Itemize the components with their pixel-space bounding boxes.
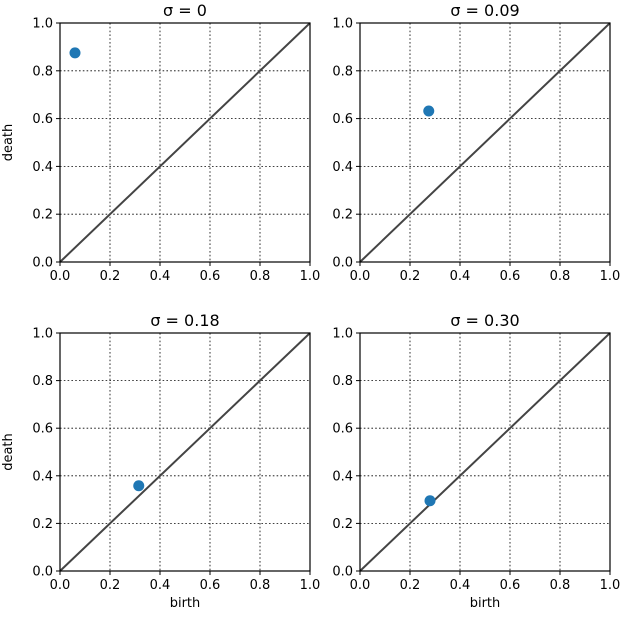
data-point [424,495,436,507]
x-tick-label: 0.0 [50,269,71,284]
data-point [133,480,145,492]
y-tick-label: 0.4 [332,469,353,484]
x-tick-label: 0.2 [400,269,421,284]
y-tick-label: 0.8 [332,64,353,79]
x-tick-label: 0.8 [250,269,271,284]
axes-frame [59,22,311,263]
axes-frame [359,22,611,263]
data-point [423,105,435,117]
x-tick-label: 0.0 [50,578,71,593]
panel-title: σ = 0.09 [450,1,519,20]
diagonal-line [359,332,611,572]
panel-1: 0.00.0 0.2 0.2 0.4 0.4 0.6 0.6 0.8 0.8 1.0 1.0 σ = … [1,1,320,284]
axes-frame [359,332,611,572]
y-tick-label: 0.4 [32,469,53,484]
y-tick-label: 0.8 [32,64,53,79]
y-tick-label: 0.0 [32,565,53,580]
x-tick-label: 1.0 [600,578,621,593]
y-axis-label: death [1,433,16,471]
y-tick-label: 0.4 [32,160,53,175]
y-tick-label: 0.6 [332,422,353,437]
x-tick-label: 0.4 [450,578,471,593]
x-tick-label: 1.0 [600,269,621,284]
y-axis-label: death [1,124,16,162]
y-tick-label: 0.4 [332,160,353,175]
y-tick-label: 0.8 [32,374,53,389]
x-axis-label: birth [170,596,201,611]
x-tick-label: 0.6 [200,578,221,593]
panel-3: 0.00.0 0.2 0.2 0.4 0.4 0.6 0.6 0.8 0.8 1.0 1.0 σ = … [1,311,320,611]
y-tick-label: 0.0 [332,565,353,580]
y-tick-label: 0.8 [332,374,353,389]
x-tick-label: 0.2 [400,578,421,593]
y-tick-label: 0.6 [32,422,53,437]
diagonal-line [359,22,611,263]
x-tick-label: 0.6 [500,269,521,284]
y-tick-label: 0.2 [332,517,353,532]
axes-frame [59,332,311,572]
x-tick-label: 1.0 [300,578,321,593]
y-tick-label: 0.2 [32,208,53,223]
x-tick-label: 0.4 [450,269,471,284]
panel-4: 0.00.0 0.2 0.2 0.4 0.4 0.6 0.6 0.8 0.8 1.0 1.0 σ = … [332,311,620,611]
x-tick-label: 0.4 [150,578,171,593]
x-tick-label: 0.6 [500,578,521,593]
y-tick-label: 0.2 [332,208,353,223]
diagonal-line [59,22,311,263]
y-tick-label: 0.6 [332,112,353,127]
y-tick-label: 0.0 [332,256,353,271]
x-axis-label: birth [470,596,501,611]
x-tick-label: 0.0 [350,269,371,284]
y-tick-label: 1.0 [332,17,353,32]
panel-2: 0.00.0 0.2 0.2 0.4 0.4 0.6 0.6 0.8 0.8 1.0 1.0 σ = … [332,1,620,284]
y-tick-label: 1.0 [32,17,53,32]
x-tick-label: 0.2 [100,578,121,593]
y-tick-label: 0.2 [32,517,53,532]
x-tick-label: 0.6 [200,269,221,284]
panel-title: σ = 0.18 [150,311,219,330]
x-tick-label: 1.0 [300,269,321,284]
x-tick-label: 0.0 [350,578,371,593]
diagonal-line [59,332,311,572]
x-tick-label: 0.8 [550,578,571,593]
x-tick-label: 0.8 [550,269,571,284]
panel-title: σ = 0 [163,1,207,20]
x-tick-label: 0.4 [150,269,171,284]
y-tick-label: 1.0 [32,327,53,342]
y-tick-label: 0.0 [32,256,53,271]
y-tick-label: 0.6 [32,112,53,127]
data-point [69,47,81,59]
x-tick-label: 0.2 [100,269,121,284]
panel-title: σ = 0.30 [450,311,519,330]
x-tick-label: 0.8 [250,578,271,593]
y-tick-label: 1.0 [332,327,353,342]
